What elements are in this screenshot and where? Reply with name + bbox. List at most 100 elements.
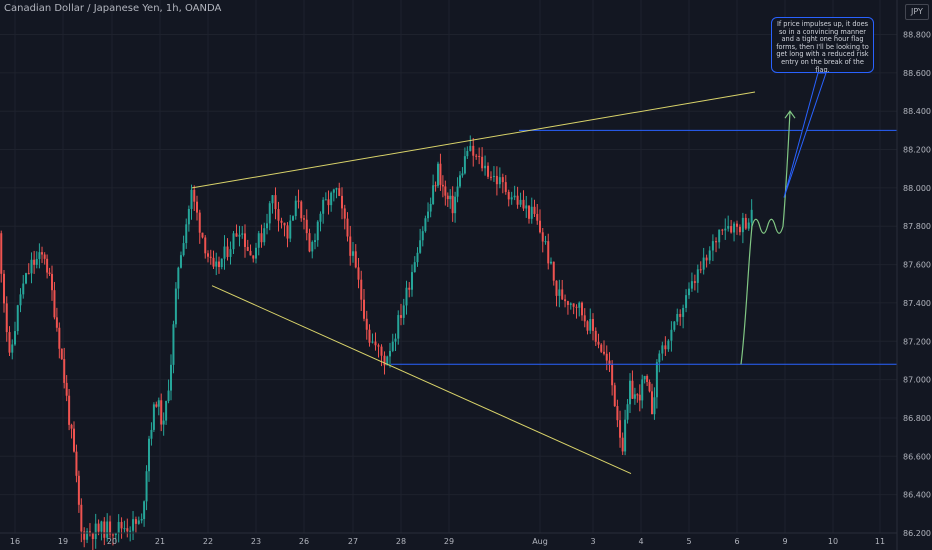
candle-body bbox=[286, 225, 289, 239]
candle-body bbox=[439, 163, 442, 185]
candle-body bbox=[0, 233, 3, 274]
candle-body bbox=[676, 313, 679, 322]
candle-body bbox=[507, 191, 510, 200]
time-tick-label: 5 bbox=[686, 537, 691, 546]
candle-body bbox=[541, 232, 544, 242]
trendline-upper[interactable] bbox=[191, 91, 756, 189]
candle-body bbox=[229, 249, 232, 257]
candle-body bbox=[586, 321, 589, 331]
candle-body bbox=[750, 209, 753, 223]
candle-body bbox=[636, 394, 639, 396]
candle-body bbox=[220, 258, 223, 268]
projection-path[interactable] bbox=[740, 111, 791, 365]
candle-body bbox=[552, 261, 555, 281]
price-tick-label: 86.600 bbox=[903, 452, 931, 461]
trendline-lower[interactable] bbox=[211, 285, 632, 475]
time-tick-label: 23 bbox=[251, 537, 261, 546]
time-tick-label: 16 bbox=[10, 537, 20, 546]
candle-body bbox=[670, 329, 673, 341]
price-tick-label: 87.400 bbox=[903, 299, 931, 308]
candle-body bbox=[516, 195, 519, 205]
candle-body bbox=[528, 205, 530, 219]
candle-body bbox=[600, 344, 603, 352]
candle-body bbox=[198, 212, 201, 233]
candle-body bbox=[594, 330, 597, 342]
candle-body bbox=[472, 145, 475, 156]
candle-body bbox=[43, 254, 46, 259]
annotation-note[interactable]: If price impulses up, it does so in a co… bbox=[771, 17, 874, 73]
candle-body bbox=[424, 218, 427, 232]
candle-body bbox=[177, 267, 180, 289]
candle-body bbox=[611, 364, 614, 386]
candle-body bbox=[25, 273, 27, 284]
candle-body bbox=[252, 255, 255, 259]
price-tick-label: 86.800 bbox=[903, 414, 931, 423]
candle-body bbox=[33, 259, 36, 265]
candle-body bbox=[368, 329, 371, 343]
candle-body bbox=[322, 199, 325, 214]
candle-body bbox=[330, 192, 333, 206]
candle-body bbox=[305, 219, 308, 234]
candle-body bbox=[46, 258, 49, 273]
time-tick-label: 19 bbox=[58, 537, 68, 546]
candle-body bbox=[226, 246, 229, 257]
candle-body bbox=[661, 345, 664, 354]
candle-body bbox=[536, 213, 539, 221]
price-tick-label: 88.600 bbox=[903, 69, 931, 78]
candle-body bbox=[111, 534, 114, 536]
candle-body bbox=[148, 438, 150, 472]
time-tick-label: 10 bbox=[828, 537, 838, 546]
candle-body bbox=[633, 394, 636, 399]
candle-body bbox=[14, 331, 16, 345]
currency-badge[interactable]: JPY bbox=[905, 4, 929, 20]
time-tick-label: 4 bbox=[638, 537, 643, 546]
candle-body bbox=[246, 246, 249, 251]
drawings[interactable] bbox=[191, 72, 897, 475]
candle-body bbox=[451, 195, 454, 214]
candle-body bbox=[555, 280, 558, 296]
candle-body bbox=[411, 272, 413, 290]
candle-body bbox=[297, 200, 300, 202]
candle-body bbox=[193, 189, 196, 202]
candle-body bbox=[332, 189, 335, 193]
candle-body bbox=[533, 206, 536, 214]
candle-body bbox=[60, 348, 63, 360]
candle-body bbox=[8, 332, 11, 353]
grid bbox=[0, 0, 897, 534]
candle-body bbox=[137, 520, 140, 524]
candle-body bbox=[578, 302, 581, 308]
candle-body bbox=[319, 213, 322, 222]
candle-body bbox=[365, 318, 368, 330]
candle-body bbox=[544, 241, 547, 243]
candle-body bbox=[667, 340, 670, 350]
candle-body bbox=[97, 523, 100, 532]
candle-body bbox=[495, 175, 498, 185]
candle-body bbox=[421, 231, 424, 241]
candle-body bbox=[38, 252, 41, 259]
candle-body bbox=[352, 251, 354, 256]
candle-body bbox=[172, 324, 175, 365]
time-axis[interactable]: 16 19 20 21 22 23 26 27 28 29 Aug 3 4 5 6 9 10 11 bbox=[10, 537, 885, 546]
candle-body bbox=[341, 195, 343, 209]
candle-body bbox=[86, 531, 89, 540]
candle-body bbox=[561, 289, 564, 300]
candle-body bbox=[413, 262, 416, 273]
price-tick-label: 87.200 bbox=[903, 337, 931, 346]
price-axis[interactable]: 86.200 86.400 86.600 86.800 87.000 87.200 87.4… bbox=[903, 31, 931, 538]
candle-body bbox=[466, 150, 469, 157]
candle-body bbox=[223, 246, 226, 259]
candle-body bbox=[383, 355, 386, 366]
candle-body bbox=[589, 319, 592, 331]
time-tick-label: 21 bbox=[155, 537, 165, 546]
candle-body bbox=[592, 319, 594, 331]
candle-body bbox=[22, 283, 25, 295]
time-tick-label: Aug bbox=[532, 537, 548, 546]
candle-body bbox=[519, 199, 522, 205]
candle-body bbox=[155, 404, 158, 407]
candle-body bbox=[19, 294, 22, 306]
candle-body bbox=[699, 269, 702, 271]
candle-body bbox=[27, 273, 30, 275]
